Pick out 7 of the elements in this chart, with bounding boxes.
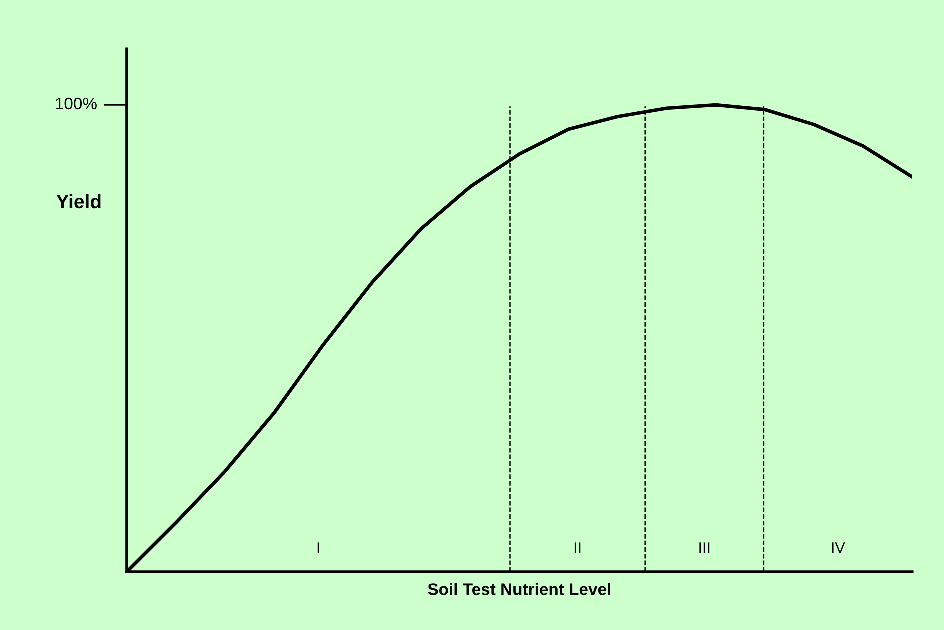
text: 100% xyxy=(56,98,97,110)
x-axis-title: Soil Test Nutrient Level xyxy=(428,583,610,596)
annotation: II xyxy=(574,542,581,554)
annotation: I xyxy=(318,542,320,554)
y-axis-title: Yield xyxy=(56,194,101,209)
annotation: III xyxy=(700,542,710,554)
annotation: IV xyxy=(832,542,846,554)
